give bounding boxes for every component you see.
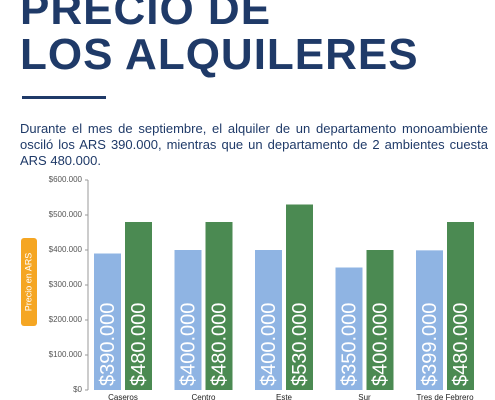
x-tick-label: Sur (358, 393, 371, 400)
y-tick-label: $0 (73, 385, 82, 394)
x-tick-label: Tres de Febrero (416, 393, 474, 400)
title-line: LOS ALQUILERES (20, 30, 419, 79)
value-label: $530.000 (289, 303, 311, 386)
y-axis-label: Precio en ARS (23, 253, 33, 312)
x-tick-label: Caseros (108, 393, 138, 400)
y-tick-label: $400.000 (49, 245, 83, 254)
value-label: $400.000 (177, 303, 199, 386)
x-tick-label: Este (276, 393, 293, 400)
y-tick-label: $200.000 (49, 315, 83, 324)
bar (174, 250, 202, 390)
value-label: $480.000 (450, 303, 472, 386)
bar (447, 222, 474, 390)
y-tick-label: $100.000 (49, 350, 83, 359)
value-label: $399.000 (419, 303, 441, 386)
x-tick-label: Centro (191, 393, 216, 400)
y-label-box (21, 238, 37, 326)
title-line: PRECIO DE (20, 0, 272, 34)
bar (125, 222, 152, 390)
bar (335, 267, 363, 390)
bar (205, 222, 233, 390)
value-label: $480.000 (208, 303, 230, 386)
description: Durante el mes de septiembre, el alquile… (20, 121, 488, 168)
value-label: $480.000 (128, 303, 150, 386)
y-tick-label: $300.000 (49, 280, 83, 289)
separator (22, 96, 106, 99)
bar (366, 250, 394, 390)
value-label: $350.000 (338, 303, 360, 386)
value-label: $400.000 (258, 303, 280, 386)
bar (286, 204, 313, 390)
bar (416, 250, 443, 390)
bar (255, 250, 282, 390)
y-tick-label: $500.000 (49, 210, 83, 219)
value-label: $400.000 (369, 303, 391, 386)
y-tick-label: $600.000 (49, 175, 83, 184)
bar (94, 253, 121, 390)
value-label: $390.000 (97, 303, 119, 386)
